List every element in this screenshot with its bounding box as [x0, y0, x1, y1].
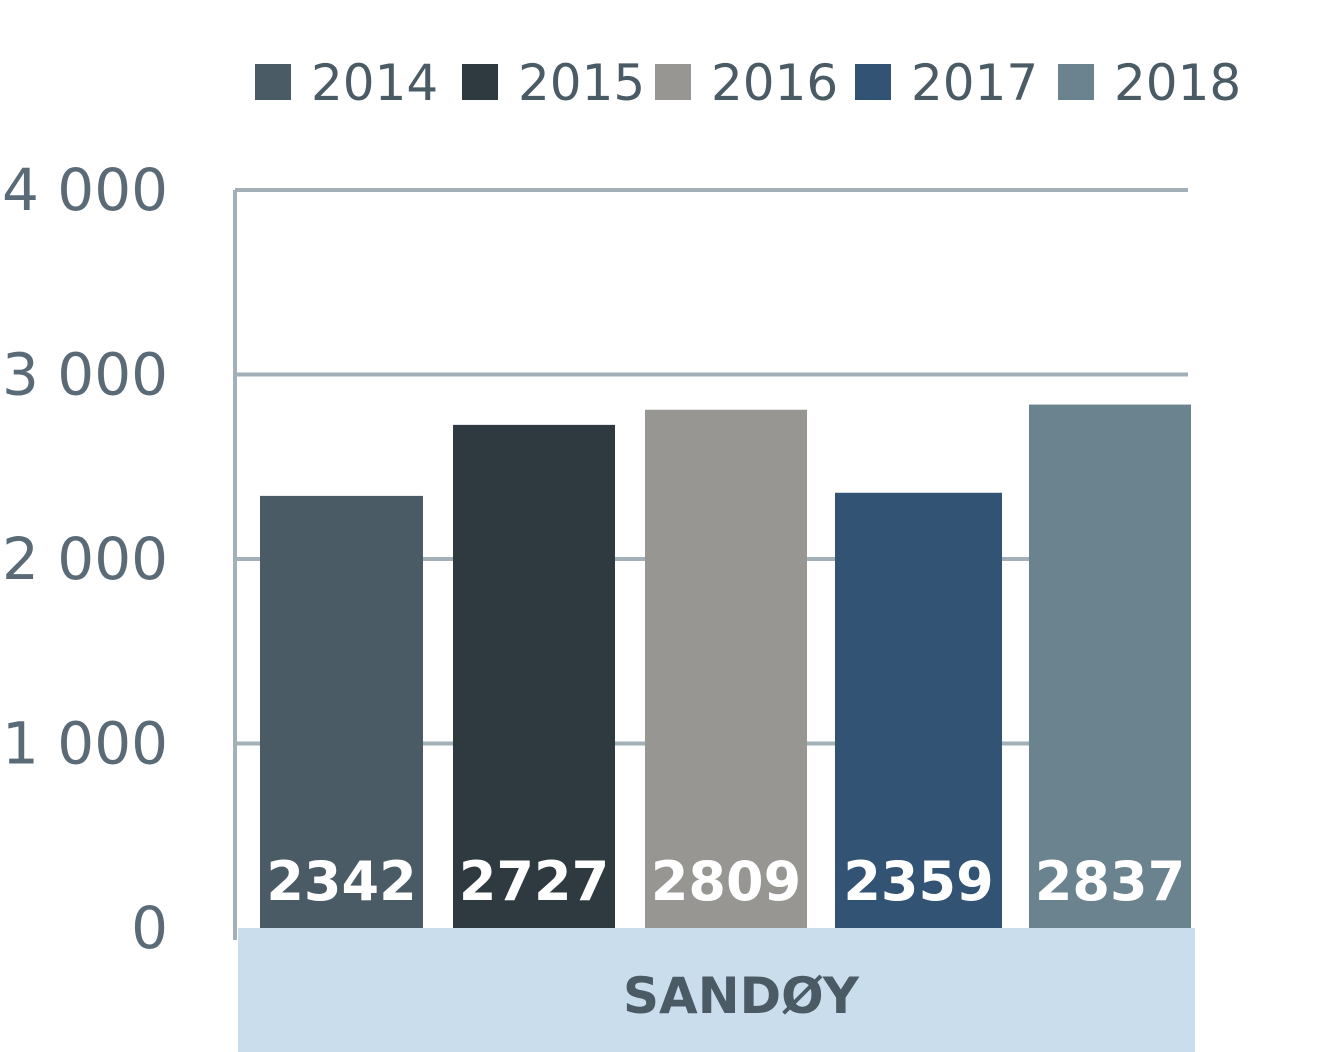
legend: 2014 2015 2016 2017 2018 [255, 54, 1241, 112]
y-tick-label: 3 000 [2, 341, 168, 409]
legend-label-2016: 2016 [711, 54, 838, 112]
bar-2014 [260, 495, 423, 928]
value-label-2017: 2359 [843, 850, 993, 913]
y-tick-label: 2 000 [2, 525, 168, 593]
legend-label-2015: 2015 [518, 54, 645, 112]
legend-swatch-2016 [655, 64, 691, 100]
value-label-2014: 2342 [266, 850, 416, 913]
y-axis-ticks: 0 1 000 2 000 3 000 4 000 [2, 156, 168, 962]
value-label-2018: 2837 [1035, 850, 1185, 913]
legend-swatch-2017 [855, 64, 891, 100]
bars: 2342 2727 2809 2359 2837 [260, 404, 1191, 928]
category-band [238, 928, 1195, 1052]
value-label-2015: 2727 [459, 850, 609, 913]
bar-2018 [1029, 404, 1191, 928]
legend-label-2018: 2018 [1114, 54, 1241, 112]
y-tick-label: 0 [131, 894, 168, 962]
category-label: SANDØY [623, 967, 860, 1025]
legend-label-2014: 2014 [311, 54, 438, 112]
value-label-2016: 2809 [651, 850, 801, 913]
legend-swatch-2018 [1058, 64, 1094, 100]
legend-swatch-2014 [255, 64, 291, 100]
y-tick-label: 4 000 [2, 156, 168, 224]
bar-2016 [645, 409, 807, 928]
legend-label-2017: 2017 [911, 54, 1038, 112]
bar-2015 [453, 424, 615, 928]
y-tick-label: 1 000 [2, 710, 168, 778]
legend-swatch-2015 [462, 64, 498, 100]
bar-2017 [835, 492, 1002, 928]
